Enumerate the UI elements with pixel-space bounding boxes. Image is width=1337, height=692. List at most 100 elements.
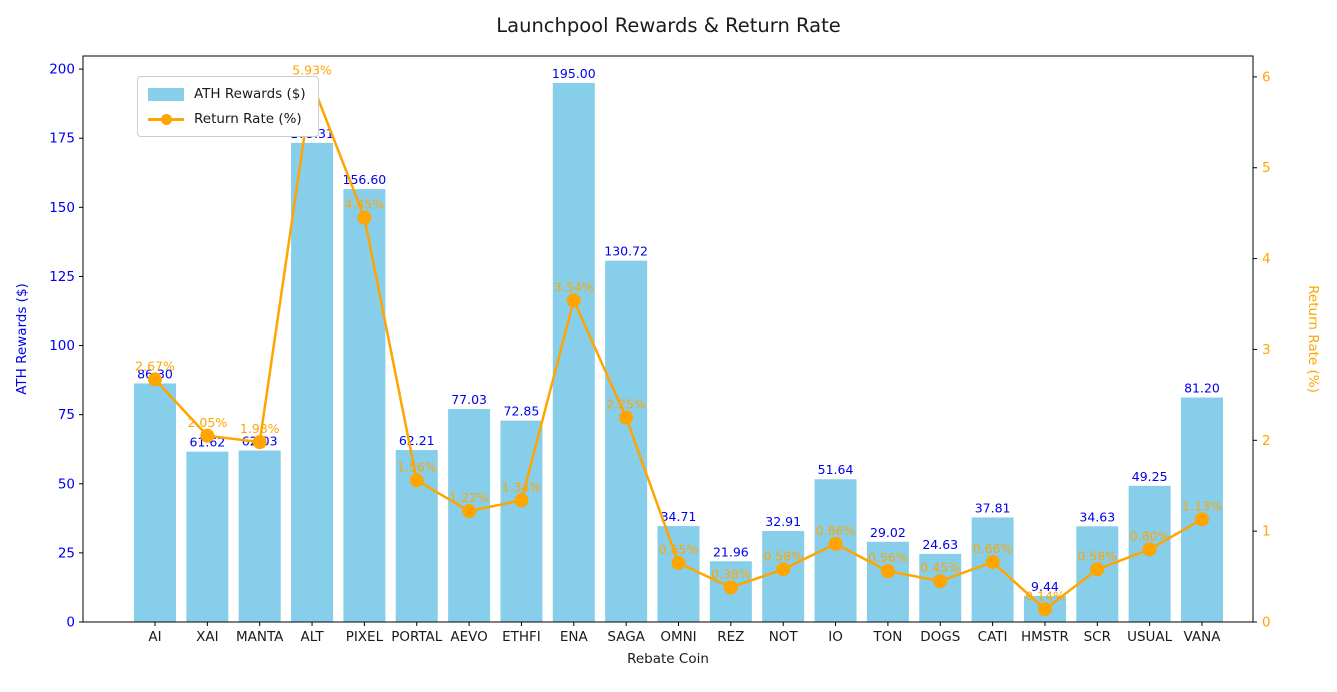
percent-label: 0.14% bbox=[1025, 588, 1065, 603]
x-tick-label: ALT bbox=[300, 629, 324, 645]
percent-label: 0.58% bbox=[763, 548, 803, 563]
x-tick-label: AEVO bbox=[450, 629, 487, 645]
percent-label: 0.38% bbox=[711, 566, 751, 581]
y-tick-label-left: 75 bbox=[58, 407, 75, 423]
y-axis-label-right: Return Rate (%) bbox=[1305, 285, 1321, 393]
percent-label: 0.86% bbox=[816, 523, 856, 538]
bar-value-label: 77.03 bbox=[451, 392, 487, 407]
x-tick-label: PIXEL bbox=[346, 629, 384, 645]
bar-value-label: 37.81 bbox=[975, 500, 1011, 515]
y-axis-label-left: ATH Rewards ($) bbox=[14, 283, 30, 395]
bar-value-label: 21.96 bbox=[713, 544, 749, 559]
percent-label: 1.13% bbox=[1182, 498, 1222, 513]
y-tick-label-left: 125 bbox=[49, 269, 75, 285]
bar-value-label: 32.91 bbox=[765, 514, 801, 529]
percent-label: 2.05% bbox=[187, 415, 227, 430]
x-tick-label: ETHFI bbox=[502, 629, 541, 645]
bar bbox=[971, 517, 1014, 622]
x-tick-label: VANA bbox=[1184, 629, 1222, 645]
data-point-marker bbox=[776, 562, 791, 577]
bar bbox=[605, 260, 648, 622]
bar-value-label: 195.00 bbox=[552, 66, 596, 81]
data-point-marker bbox=[409, 473, 424, 488]
bar bbox=[238, 450, 281, 622]
percent-label: 4.45% bbox=[345, 197, 385, 212]
y-tick-label-left: 150 bbox=[49, 200, 75, 216]
legend-label: ATH Rewards ($) bbox=[194, 86, 306, 102]
percent-label: 0.45% bbox=[920, 560, 960, 575]
legend-item: ATH Rewards ($) bbox=[148, 86, 306, 102]
percent-label: 1.98% bbox=[240, 421, 280, 436]
percent-label: 0.66% bbox=[973, 541, 1013, 556]
percent-label: 0.65% bbox=[659, 542, 699, 557]
data-point-marker bbox=[671, 555, 686, 570]
y-tick-label-right: 6 bbox=[1262, 69, 1271, 85]
x-tick-label: TON bbox=[872, 629, 902, 645]
bar-value-label: 24.63 bbox=[922, 537, 958, 552]
bar-value-label: 34.71 bbox=[661, 509, 697, 524]
bar bbox=[134, 383, 176, 622]
y-tick-label-left: 25 bbox=[58, 545, 75, 561]
percent-label: 1.22% bbox=[449, 490, 489, 505]
bar-value-label: 51.64 bbox=[818, 462, 854, 477]
x-tick-label: HMSTR bbox=[1021, 629, 1069, 645]
data-point-marker bbox=[828, 536, 843, 551]
data-point-marker bbox=[462, 504, 477, 519]
bar bbox=[657, 526, 700, 622]
x-tick-label: NOT bbox=[769, 629, 799, 645]
data-point-marker bbox=[1090, 562, 1105, 577]
bar bbox=[343, 189, 386, 622]
y-tick-label-left: 0 bbox=[66, 615, 75, 631]
bar bbox=[500, 420, 543, 622]
bar-value-label: 9.44 bbox=[1031, 579, 1059, 594]
data-point-marker bbox=[1142, 542, 1157, 557]
x-tick-label: PORTAL bbox=[391, 629, 443, 645]
percent-label: 0.80% bbox=[1130, 528, 1170, 543]
y-tick-label-right: 5 bbox=[1262, 160, 1271, 176]
data-point-marker bbox=[252, 435, 267, 450]
axis-frame bbox=[82, 55, 1254, 623]
percent-label: 1.34% bbox=[502, 479, 542, 494]
data-point-marker bbox=[566, 293, 581, 308]
bar-value-label: 81.20 bbox=[1184, 381, 1220, 396]
bar bbox=[186, 451, 229, 622]
percent-label: 5.93% bbox=[292, 62, 332, 77]
x-tick-label: MANTA bbox=[236, 629, 284, 645]
bar-value-label: 62.21 bbox=[399, 433, 435, 448]
x-tick-label: ENA bbox=[560, 629, 589, 645]
x-tick-label: SCR bbox=[1084, 629, 1111, 645]
bar bbox=[291, 142, 334, 622]
percent-label: 0.58% bbox=[1077, 548, 1117, 563]
legend-label: Return Rate (%) bbox=[194, 111, 302, 127]
data-point-marker bbox=[880, 564, 895, 579]
chart-title: Launchpool Rewards & Return Rate bbox=[496, 14, 841, 37]
x-tick-label: IO bbox=[828, 629, 843, 645]
y-tick-label-right: 4 bbox=[1262, 251, 1271, 267]
data-point-marker bbox=[357, 210, 372, 225]
y-tick-label-left: 100 bbox=[49, 338, 75, 354]
x-tick-label: OMNI bbox=[660, 629, 696, 645]
percent-label: 0.56% bbox=[868, 550, 908, 565]
data-point-marker bbox=[148, 372, 162, 387]
percent-label: 2.67% bbox=[135, 358, 175, 373]
y-tick-label-left: 200 bbox=[49, 62, 75, 78]
data-point-marker bbox=[933, 574, 948, 589]
legend-dot-icon bbox=[161, 113, 172, 125]
legend-line-swatch-icon bbox=[148, 113, 184, 126]
percent-label: 1.56% bbox=[397, 459, 437, 474]
bar-value-label: 34.63 bbox=[1079, 509, 1115, 524]
data-point-marker bbox=[985, 555, 1000, 570]
x-tick-label: USUAL bbox=[1127, 629, 1173, 645]
bar-value-label: 156.60 bbox=[343, 172, 387, 187]
y-tick-label-right: 3 bbox=[1262, 342, 1271, 358]
percent-label: 2.25% bbox=[606, 397, 646, 412]
legend: ATH Rewards ($) Return Rate (%) bbox=[137, 76, 319, 137]
x-tick-label: DOGS bbox=[920, 629, 960, 645]
x-tick-label: SAGA bbox=[607, 629, 645, 645]
y-tick-label-right: 2 bbox=[1262, 433, 1271, 449]
bar-value-label: 49.25 bbox=[1132, 469, 1168, 484]
bar-value-label: 72.85 bbox=[504, 404, 540, 419]
bar-value-label: 130.72 bbox=[604, 244, 648, 259]
x-tick-label: CATI bbox=[978, 629, 1008, 645]
